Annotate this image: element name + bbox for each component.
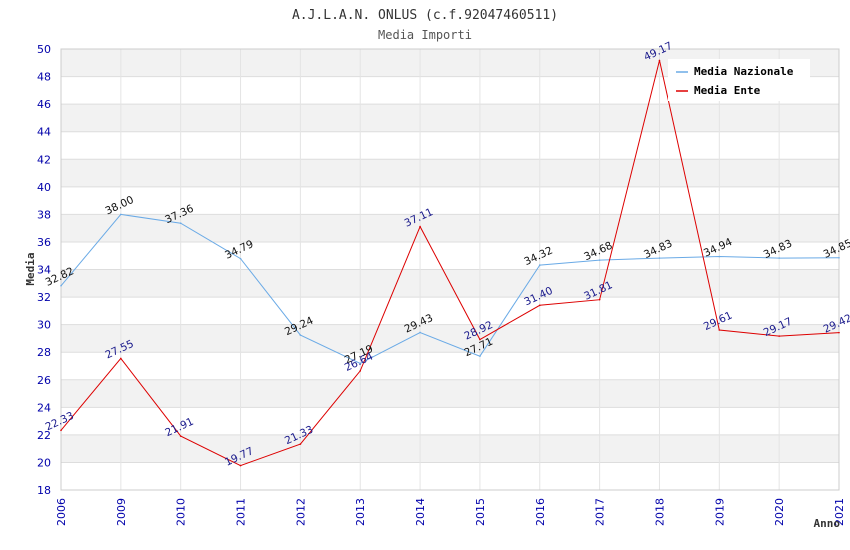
data-point	[120, 213, 122, 216]
data-point	[718, 255, 721, 258]
y-tick-label: 50	[37, 43, 51, 56]
grid-lines	[60, 48, 840, 491]
data-point	[239, 464, 242, 467]
data-point	[838, 331, 840, 334]
x-tick-label: 2021	[833, 498, 846, 526]
chart-subtitle: Media Importi	[378, 28, 472, 42]
legend-label-nazionale: Media Nazionale	[694, 65, 794, 78]
x-tick-label: 2013	[354, 498, 367, 526]
data-point	[419, 331, 421, 334]
x-axis-label: Anno	[814, 517, 841, 530]
legend-label-ente: Media Ente	[694, 84, 761, 97]
plot-band	[61, 379, 839, 408]
y-tick-label: 36	[37, 236, 51, 249]
y-tick-label: 48	[37, 71, 51, 84]
plot-band	[61, 462, 839, 490]
data-point	[658, 257, 661, 259]
x-tick-label: 2019	[713, 498, 726, 526]
x-tick-label: 2018	[653, 498, 666, 526]
y-tick-label: 32	[37, 291, 51, 304]
plot-band	[61, 297, 839, 325]
y-tick-label: 26	[37, 374, 51, 387]
chart-title: A.J.L.A.N. ONLUS (c.f.92047460511)	[292, 8, 558, 23]
x-tick-label: 2009	[115, 498, 128, 526]
y-tick-label: 20	[37, 456, 51, 469]
y-axis-ticks: 18 20 22 24 26 28 30 32 34 36 38 40 42 44 46 48 50	[37, 43, 51, 497]
plot-band	[61, 214, 839, 242]
x-tick-label: 2015	[474, 498, 487, 526]
y-tick-label: 44	[37, 126, 51, 139]
plot-band	[61, 104, 839, 132]
plot-band	[61, 241, 839, 270]
data-point	[598, 259, 601, 261]
plot-frame	[60, 48, 840, 491]
y-tick-label: 38	[37, 208, 51, 221]
data-point	[419, 225, 421, 228]
plot-band	[61, 324, 839, 353]
data-point	[538, 264, 541, 266]
data-point	[479, 338, 481, 341]
y-tick-label: 34	[37, 264, 51, 277]
y-tick-label: 22	[37, 429, 51, 442]
data-point	[60, 429, 62, 432]
data-point	[299, 334, 302, 336]
x-tick-label: 2010	[175, 498, 188, 526]
data-point	[239, 257, 242, 260]
data-point	[598, 298, 601, 301]
data-point	[179, 435, 182, 437]
data-point	[479, 355, 481, 357]
data-point	[658, 59, 661, 62]
x-tick-label: 2011	[235, 498, 248, 526]
series-lines	[60, 59, 840, 467]
plot-band	[61, 131, 839, 160]
legend-box	[668, 59, 810, 101]
y-axis-label: Media	[24, 252, 37, 285]
data-point	[538, 304, 541, 307]
data-point	[120, 357, 122, 360]
y-tick-label: 18	[37, 484, 51, 497]
data-point	[838, 256, 840, 259]
x-tick-label: 2014	[414, 498, 427, 526]
x-tick-label: 2012	[294, 498, 307, 526]
x-tick-label: 2020	[773, 498, 786, 526]
legend: Media Nazionale Media Ente	[668, 59, 810, 101]
data-point	[718, 329, 721, 331]
plot-band	[61, 434, 839, 463]
plot-band	[61, 407, 839, 435]
y-tick-label: 40	[37, 181, 51, 194]
x-tick-label: 2006	[55, 498, 68, 526]
plot-band	[61, 159, 839, 187]
y-tick-label: 42	[37, 153, 51, 166]
plot-band	[61, 186, 839, 215]
data-point	[60, 284, 62, 287]
series-line-nazionale	[60, 213, 840, 364]
y-tick-label: 28	[37, 346, 51, 359]
data-point	[179, 222, 182, 224]
x-tick-label: 2016	[534, 498, 547, 526]
plot-band	[61, 352, 839, 380]
y-tick-label: 30	[37, 319, 51, 332]
data-point	[299, 443, 302, 445]
series-line-ente	[60, 60, 840, 467]
x-tick-label: 2017	[594, 498, 607, 526]
data-point	[359, 362, 362, 365]
data-point	[359, 370, 362, 372]
x-axis-ticks: 2006 2009 2010 2011 2012 2013 2014 2015 2016 2017…	[55, 498, 846, 526]
y-tick-label: 24	[37, 401, 51, 414]
y-tick-label: 46	[37, 98, 51, 111]
data-point	[778, 257, 780, 259]
plot-background	[61, 49, 839, 490]
data-point	[778, 335, 780, 337]
